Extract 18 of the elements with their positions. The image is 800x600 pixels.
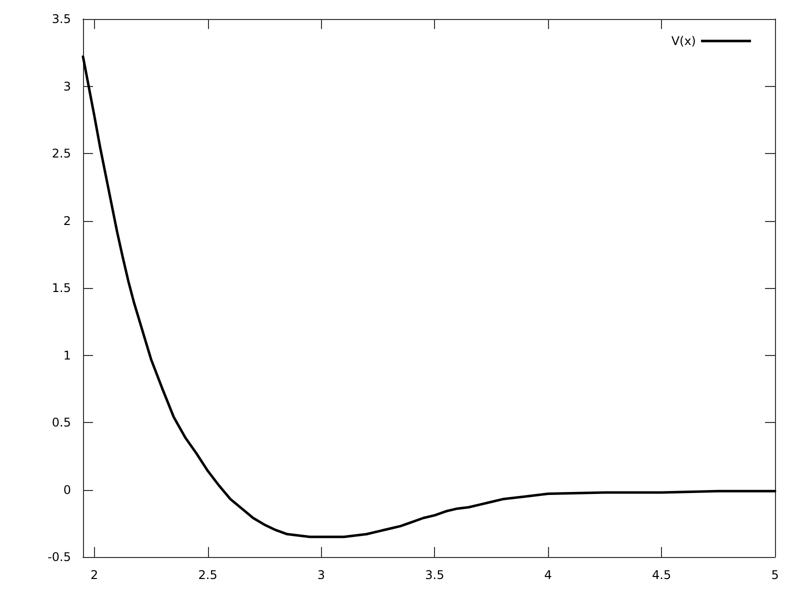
x-tick-label: 3 bbox=[317, 568, 326, 582]
y-tick-label: 2 bbox=[63, 214, 71, 228]
x-tick-label: 4.5 bbox=[652, 568, 672, 582]
y-tick-label: -0.5 bbox=[48, 550, 71, 564]
y-tick-label: 3.5 bbox=[52, 12, 71, 26]
x-tick-label: 2 bbox=[90, 568, 98, 582]
y-tick-label: 2.5 bbox=[52, 146, 71, 160]
legend-label: V(x) bbox=[671, 34, 696, 48]
y-tick-label: 3 bbox=[63, 79, 71, 94]
x-tick-label: 5 bbox=[771, 568, 779, 582]
x-tick-label: 3.5 bbox=[425, 568, 444, 582]
x-tick-label: 2.5 bbox=[198, 568, 218, 582]
y-tick-label: 0 bbox=[63, 482, 71, 497]
x-tick-label: 4 bbox=[544, 568, 552, 582]
y-tick-label: 1 bbox=[63, 348, 71, 362]
y-tick-label: 0.5 bbox=[52, 416, 71, 430]
y-tick-label: 1.5 bbox=[52, 281, 71, 295]
line-series bbox=[82, 55, 776, 538]
